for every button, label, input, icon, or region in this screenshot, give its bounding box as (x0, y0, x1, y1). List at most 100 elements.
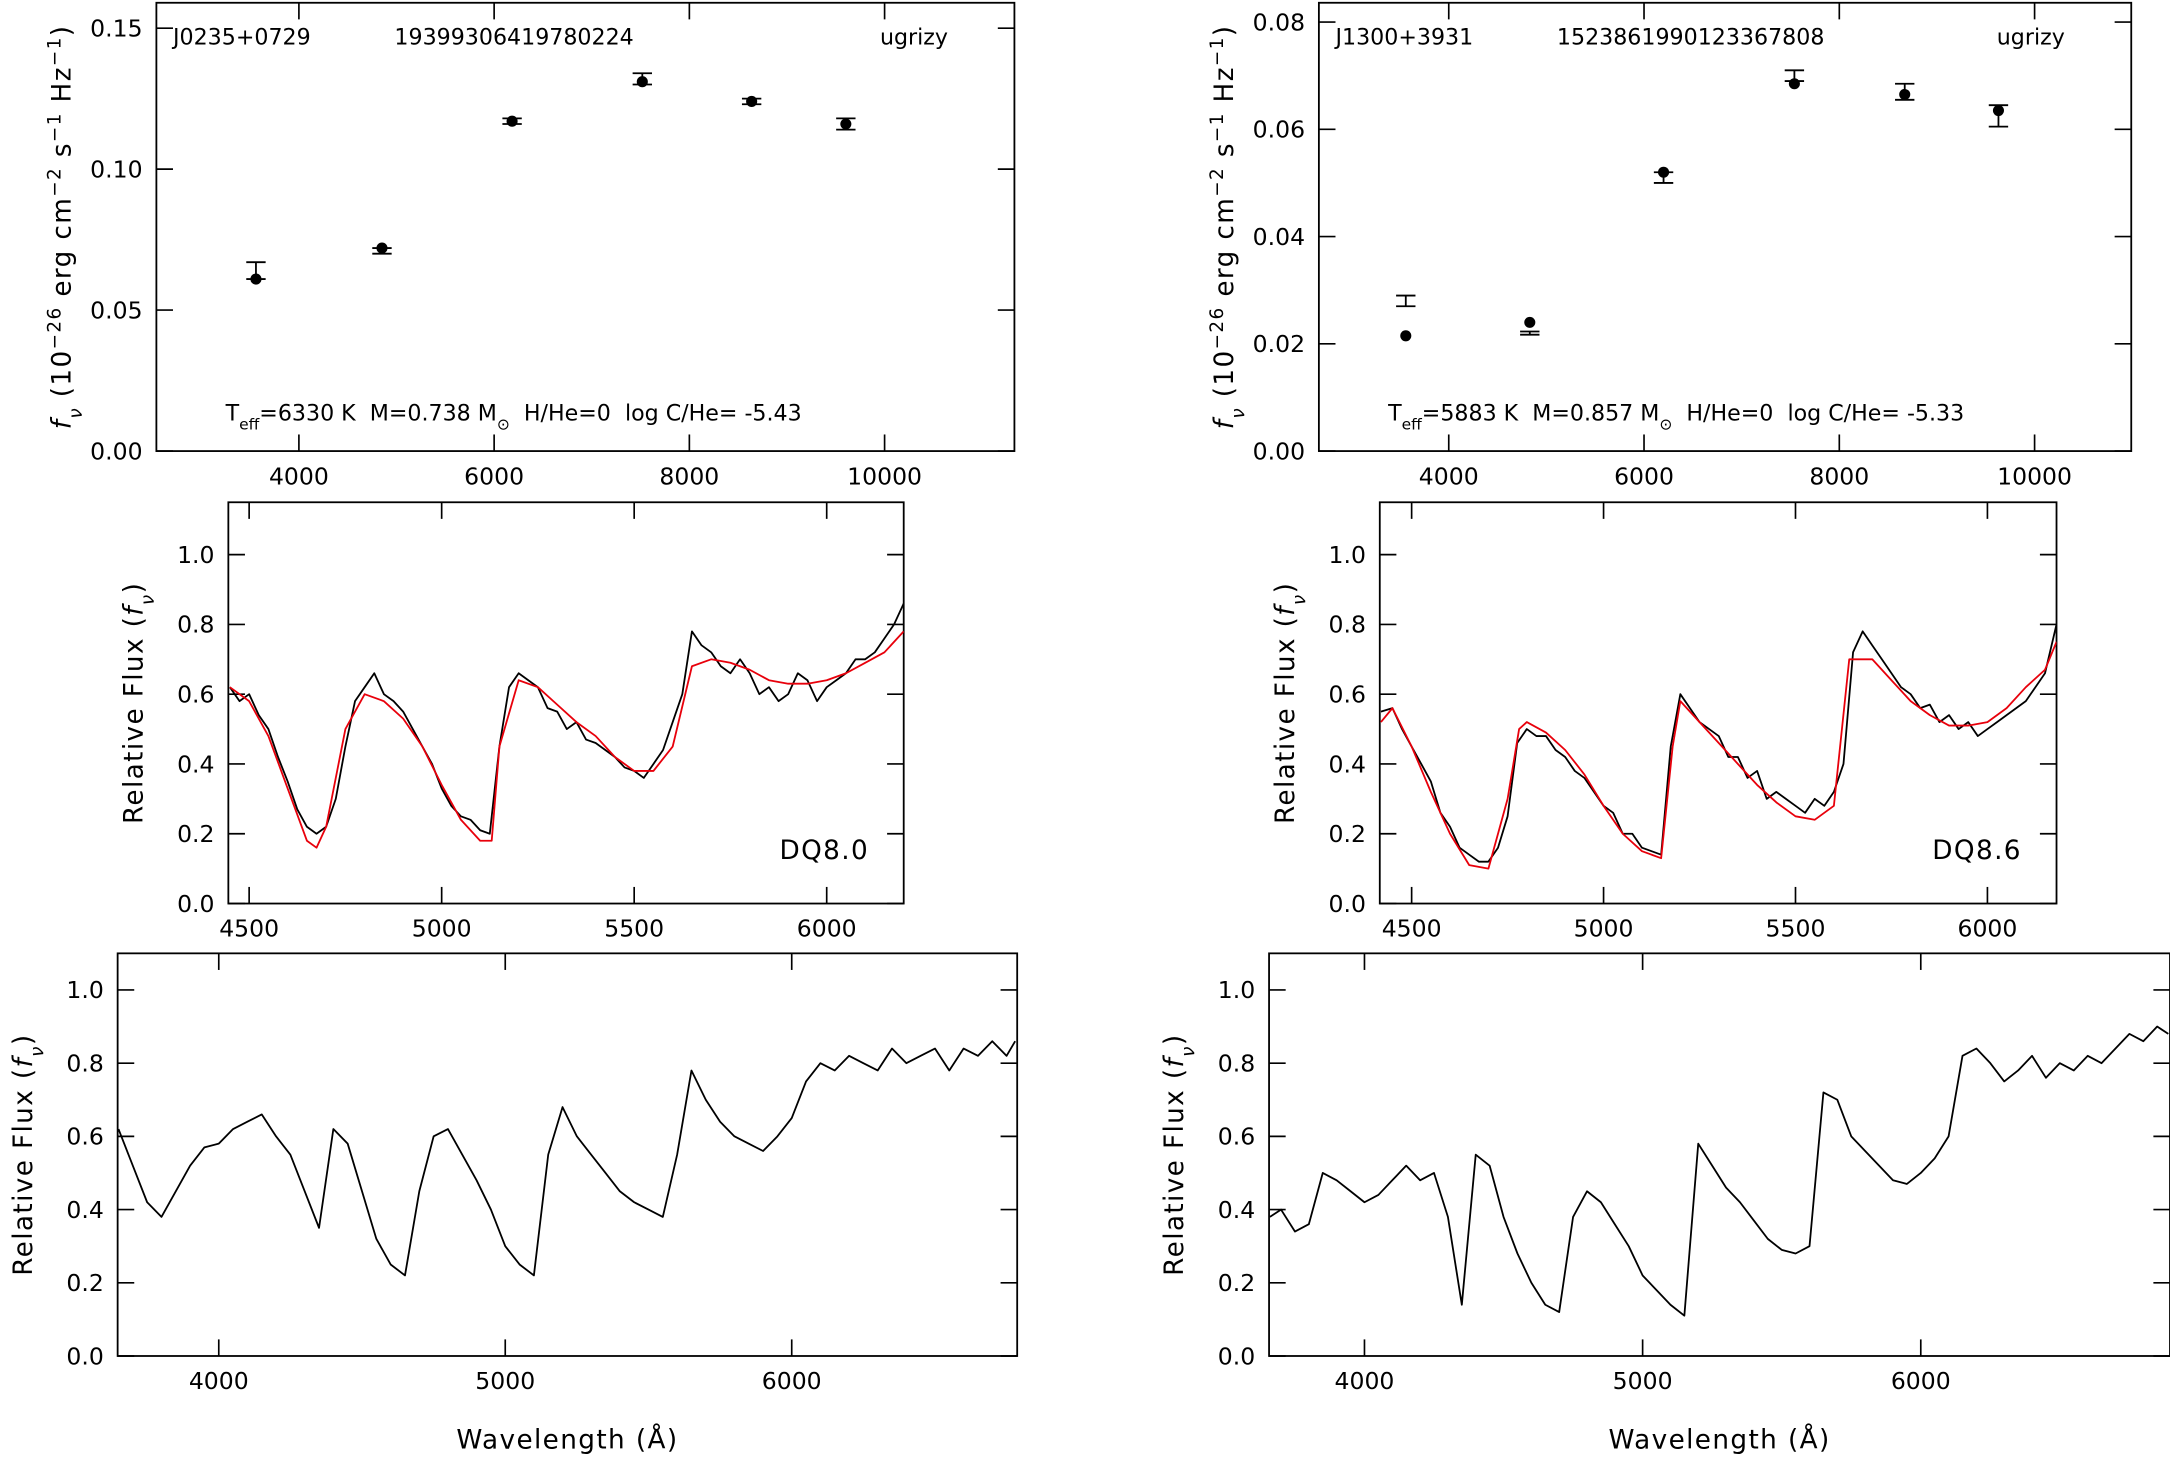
text-part: ) (48, 25, 78, 37)
y-tick-label: 0.04 (1253, 223, 1305, 251)
text-part: −2 (44, 167, 65, 197)
y-axis-label: Relative Flux (fν) (1160, 1034, 1199, 1276)
y-tick-label: 0.2 (66, 1269, 103, 1297)
plot-frame (155, 1, 1016, 452)
object-id: 1523861990123367808 (1557, 24, 1824, 50)
model-point (1400, 330, 1412, 342)
text-part: (10 (1210, 349, 1240, 407)
x-tick-label: 10000 (847, 462, 922, 490)
y-tick-label: 1.0 (1218, 976, 1255, 1004)
y-tick-label: 0.0 (1218, 1342, 1255, 1370)
text-part: f (1160, 1054, 1190, 1067)
object-name: J0235+0729 (171, 24, 311, 50)
y-tick-label: 0.00 (1253, 437, 1305, 465)
text-part: eff (1402, 416, 1423, 434)
x-tick-label: 5500 (604, 915, 664, 943)
text-part: f (48, 416, 78, 429)
text-part: f (9, 1054, 39, 1067)
x-tick-label: 5500 (1766, 915, 1826, 943)
y-tick-label: 0.00 (90, 437, 142, 465)
text-part: ν (65, 407, 86, 419)
text-part: ) (1210, 25, 1240, 37)
y-tick-label: 0.6 (1329, 680, 1366, 708)
plot-frame (116, 952, 1019, 1357)
text-part: s (48, 142, 78, 167)
object-name: J1300+3931 (1333, 24, 1473, 50)
text-part: ν (26, 1045, 47, 1057)
text-part: f (1271, 603, 1301, 616)
y-tick-label: 0.0 (66, 1342, 103, 1370)
text-part: ) (9, 1034, 39, 1046)
spectrum-line (1269, 1025, 2169, 1317)
x-tick-label: 6000 (762, 1367, 822, 1395)
text-part: Relative Flux ( (120, 616, 150, 824)
text-part: f (120, 603, 150, 616)
x-tick-label: 4500 (1382, 915, 1442, 943)
x-tick-label: 5000 (475, 1367, 535, 1395)
x-tick-label: 4000 (189, 1367, 249, 1395)
x-tick-label: 8000 (1809, 462, 1869, 490)
text-part: T (225, 401, 240, 427)
x-tick-label: 8000 (659, 462, 719, 490)
text-part: =6330 K M=0.738 M (259, 401, 497, 427)
text-part: Hz (1210, 66, 1240, 112)
y-tick-label: 0.8 (1218, 1049, 1255, 1077)
y-tick-label: 1.0 (177, 541, 214, 569)
text-part: (10 (48, 349, 78, 407)
text-part: −1 (44, 112, 65, 142)
x-tick-label: 6000 (797, 915, 857, 943)
spectrum-line (229, 603, 904, 835)
y-tick-label: 0.10 (90, 155, 142, 183)
text-part: Hz (48, 66, 78, 112)
y-tick-label: 0.0 (177, 890, 214, 918)
x-tick-label: 4500 (219, 915, 279, 943)
text-part: T (1387, 401, 1402, 427)
x-tick-label: 4000 (269, 462, 329, 490)
y-tick-label: 1.0 (66, 976, 103, 1004)
fit-parameters: Teff=5883 K M=0.857 M⊙ H/He=0 log C/He= … (1387, 401, 1964, 434)
spectral-type: DQ8.0 (779, 836, 869, 866)
x-tick-label: 6000 (1614, 462, 1674, 490)
text-part: ) (1160, 1034, 1190, 1046)
plot-area (246, 72, 856, 285)
model-point (1524, 316, 1536, 328)
plot-area (1269, 1025, 2169, 1317)
y-axis-label: fν (10−26 erg cm−2 s−1 Hz−1) (1207, 25, 1249, 430)
text-part: ⊙ (1659, 416, 1672, 434)
plot-frame (227, 501, 905, 905)
plot-area (1380, 624, 2057, 870)
text-part: H/He=0 log C/He= -5.43 (510, 401, 802, 427)
plot-area (1396, 69, 2009, 342)
plot-frame (1268, 952, 2170, 1357)
y-tick-label: 0.15 (90, 14, 142, 42)
text-part: ) (120, 582, 150, 594)
text-part: Relative Flux ( (1271, 616, 1301, 824)
spectrum-line (117, 1040, 1016, 1277)
x-tick-label: 5000 (1574, 915, 1634, 943)
y-tick-label: 0.4 (66, 1196, 103, 1224)
text-part: eff (239, 416, 260, 434)
y-tick-label: 0.2 (1329, 820, 1366, 848)
fit-parameters: Teff=6330 K M=0.738 M⊙ H/He=0 log C/He= … (225, 401, 802, 434)
y-tick-label: 0.08 (1253, 8, 1305, 36)
spectrum-line (229, 630, 904, 849)
x-tick-label: 6000 (464, 462, 524, 490)
x-tick-label: 6000 (1957, 915, 2017, 943)
y-tick-label: 1.0 (1329, 541, 1366, 569)
y-tick-label: 0.4 (1218, 1196, 1255, 1224)
text-part: −2 (1207, 167, 1228, 197)
x-axis-label: Wavelength (Å) (456, 1424, 678, 1456)
text-part: s (1210, 142, 1240, 167)
y-tick-label: 0.05 (90, 296, 142, 324)
text-part: ν (1178, 1045, 1199, 1057)
x-tick-label: 5000 (412, 915, 472, 943)
y-tick-label: 0.06 (1253, 116, 1305, 144)
text-part: Relative Flux ( (9, 1067, 39, 1275)
x-tick-label: 6000 (1891, 1367, 1951, 1395)
x-tick-label: 4000 (1335, 1367, 1395, 1395)
x-tick-label: 5000 (1613, 1367, 1673, 1395)
filters: ugrizy (1997, 24, 2065, 50)
text-part: ⊙ (497, 416, 510, 434)
y-tick-label: 0.0 (1329, 890, 1366, 918)
